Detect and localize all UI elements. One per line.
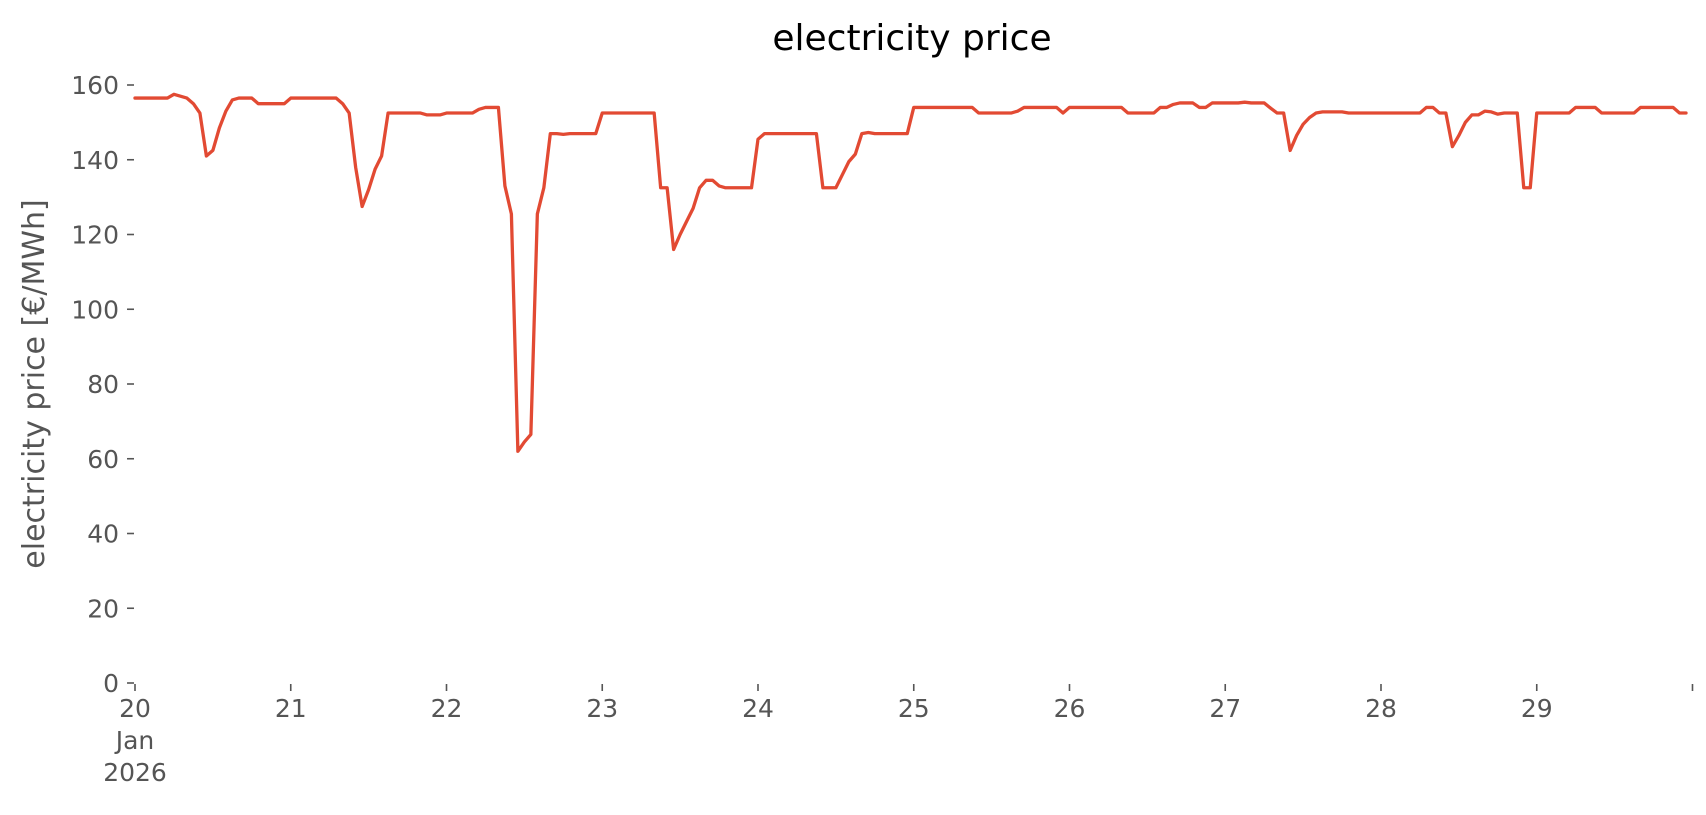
y-tick-label: 20 [87, 594, 119, 623]
y-tick-label: 120 [71, 221, 119, 250]
x-tick-label: 24 [742, 694, 774, 723]
x-tick-sublabel: Jan [114, 726, 155, 755]
x-tick-label: 23 [586, 694, 618, 723]
series-group [133, 92, 1688, 453]
x-tick-sublabel: 2026 [103, 758, 167, 787]
y-tick-label: 140 [71, 146, 119, 175]
y-tick-label: 60 [87, 445, 119, 474]
x-tick-label: 21 [275, 694, 307, 723]
x-tick-label: 25 [898, 694, 930, 723]
x-tick-label: 22 [431, 694, 463, 723]
y-tick-label: 100 [71, 295, 119, 324]
x-tick-label: 29 [1521, 694, 1553, 723]
chart-title: electricity price [772, 18, 1051, 59]
y-axis-label-group: electricity price [€/MWh] [17, 199, 52, 568]
x-tick-label: 20 [119, 694, 151, 723]
x-tick-label: 28 [1365, 694, 1397, 723]
y-tick-label: 80 [87, 370, 119, 399]
y-tick-label: 160 [71, 71, 119, 100]
x-tick-label: 27 [1209, 694, 1241, 723]
y-tick-label: 0 [103, 669, 119, 698]
y-axis-label: electricity price [€/MWh] [17, 199, 52, 568]
x-axis: 20 Jan 2026 21 22 23 24 25 26 27 28 29 [103, 684, 1694, 787]
series-line [133, 92, 1688, 453]
x-tick-label: 26 [1054, 694, 1086, 723]
y-tick-label: 40 [87, 520, 119, 549]
y-axis: 0 20 40 60 80 100 120 140 160 [71, 71, 134, 698]
